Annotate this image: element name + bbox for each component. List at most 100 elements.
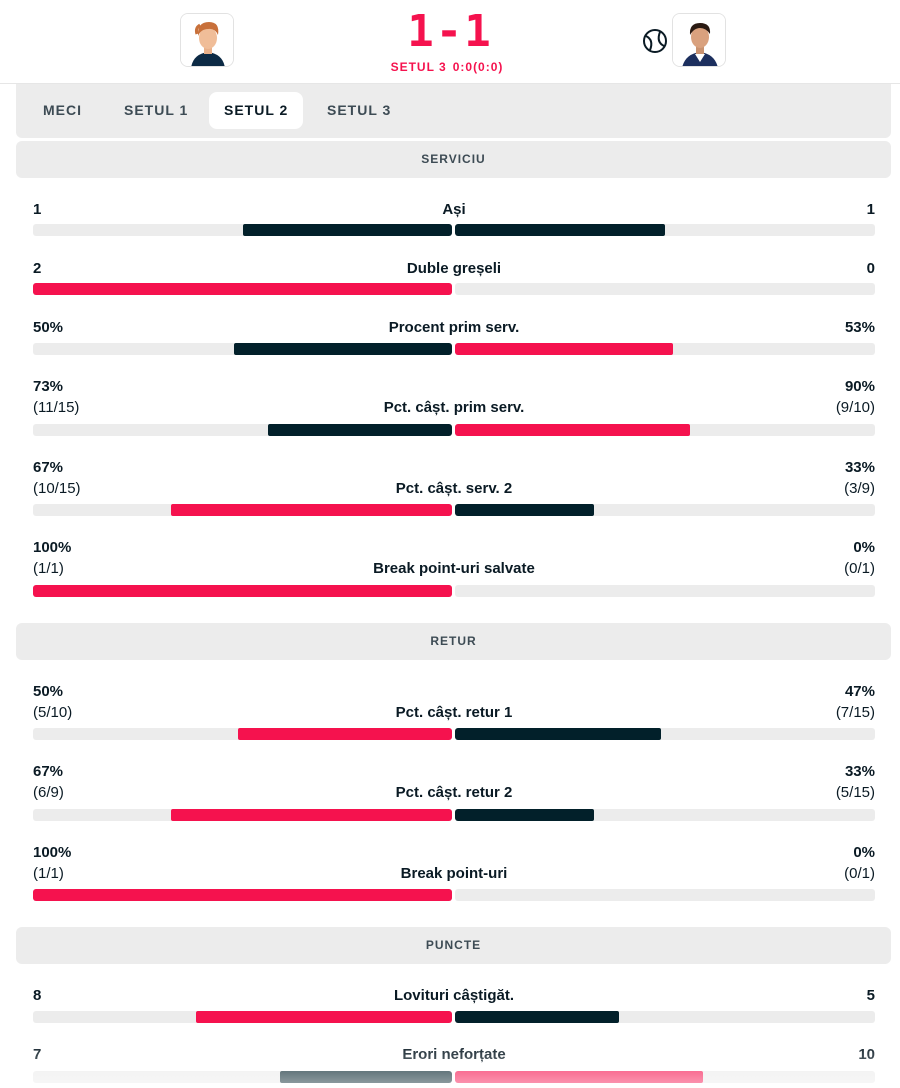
stat-left-bar xyxy=(33,283,452,295)
stat-right-bar xyxy=(455,1011,619,1023)
stat-left-detail: (11/15) xyxy=(33,399,80,416)
stat-right-track xyxy=(455,1071,875,1083)
stat-left-value: 100% xyxy=(33,844,72,861)
stat-right-detail: (0/1) xyxy=(844,560,875,577)
stat-right-value: 33% xyxy=(844,763,875,780)
stat-row-pct-cast-serv-2: 67% 33% (10/15) Pct. câșt. serv. 2 (3/9) xyxy=(33,458,875,518)
stat-left-value: 1 xyxy=(33,201,42,218)
stat-left-value: 50% xyxy=(33,319,64,336)
stat-right-track xyxy=(455,424,875,436)
stat-left-bar xyxy=(171,504,452,516)
stat-row-pct-cast-prim-serv: 73% 90% (11/15) Pct. câșt. prim serv. (9… xyxy=(33,377,875,437)
stat-left-bar xyxy=(238,728,452,740)
stat-left-track xyxy=(33,1011,452,1023)
stat-left-track xyxy=(33,728,452,740)
stat-right-detail: (5/15) xyxy=(835,784,875,801)
stat-left-bar xyxy=(196,1011,452,1023)
stat-label: Ași xyxy=(442,201,466,218)
stat-left-detail: (6/9) xyxy=(33,784,64,801)
stat-label: Erori neforțate xyxy=(402,1046,506,1063)
stat-right-track xyxy=(455,728,875,740)
section-retur: RETUR xyxy=(16,623,891,660)
stat-left-track xyxy=(33,283,452,295)
stat-left-bar xyxy=(33,889,452,901)
stat-label: Break point-uri salvate xyxy=(373,560,535,577)
stat-row-pct-cast-retur-1: 50% 47% (5/10) Pct. câșt. retur 1 (7/15) xyxy=(33,682,875,742)
stat-left-track xyxy=(33,1071,452,1083)
stat-right-detail: (0/1) xyxy=(844,865,875,882)
stat-left-value: 100% xyxy=(33,539,72,556)
stat-left-bar xyxy=(234,343,452,355)
stat-right-track xyxy=(455,224,875,236)
match-score: 1-1 xyxy=(407,6,493,57)
tab-meci[interactable]: MECI xyxy=(43,102,82,118)
tennis-ball-icon xyxy=(643,29,667,53)
stat-right-bar xyxy=(455,343,674,355)
stat-right-track xyxy=(455,283,875,295)
stat-left-track xyxy=(33,889,452,901)
stat-right-value: 10 xyxy=(858,1046,875,1063)
stat-row-asi: 1 Ași 1 xyxy=(33,200,875,240)
stat-label: Pct. câșt. serv. 2 xyxy=(395,480,513,497)
stat-right-bar xyxy=(455,224,665,236)
player-2-avatar[interactable] xyxy=(672,13,726,67)
stat-right-track xyxy=(455,504,875,516)
stat-label: Procent prim serv. xyxy=(388,319,520,336)
current-set-score: 0:0(0:0) xyxy=(452,60,504,74)
stat-right-value: 5 xyxy=(866,987,875,1004)
stat-left-value: 73% xyxy=(33,378,64,395)
stat-row-duble-greseli: 2 Duble greșeli 0 xyxy=(33,259,875,299)
stat-left-bar xyxy=(280,1071,452,1083)
stat-left-bar xyxy=(242,224,452,236)
stat-left-bar xyxy=(267,424,452,436)
stat-row-break-point-uri-salvate: 100% 0% (1/1) Break point-uri salvate (0… xyxy=(33,538,875,598)
tab-setul-2[interactable]: SETUL 2 xyxy=(209,92,304,129)
stat-right-track xyxy=(455,585,875,597)
section-puncte: PUNCTE xyxy=(16,927,891,964)
stat-right-value: 1 xyxy=(866,201,875,218)
stat-right-value: 53% xyxy=(844,319,875,336)
section-serviciu: SERVICIU xyxy=(16,141,891,178)
stat-left-detail: (1/1) xyxy=(33,865,64,882)
stat-row-procent-prim-serv: 50% Procent prim serv. 53% xyxy=(33,318,875,358)
stat-right-value: 0 xyxy=(866,260,875,277)
stat-label: Break point-uri xyxy=(400,865,508,882)
player-2-photo-icon xyxy=(673,14,725,66)
stat-left-track xyxy=(33,585,452,597)
stat-left-value: 2 xyxy=(33,260,42,277)
stat-right-detail: (3/9) xyxy=(844,480,875,497)
current-set-label: SETUL 3 xyxy=(390,60,447,74)
stat-right-value: 47% xyxy=(844,683,875,700)
stat-right-track xyxy=(455,889,875,901)
player-1-avatar[interactable] xyxy=(180,13,234,67)
stat-label: Pct. câșt. retur 2 xyxy=(395,784,513,801)
stat-right-bar xyxy=(455,728,661,740)
stat-right-track xyxy=(455,1011,875,1023)
stat-right-track xyxy=(455,343,875,355)
stat-left-value: 67% xyxy=(33,763,64,780)
stat-right-track xyxy=(455,809,875,821)
stat-label: Pct. câșt. prim serv. xyxy=(383,399,525,416)
stat-left-value: 8 xyxy=(33,987,42,1004)
tab-setul-1[interactable]: SETUL 1 xyxy=(124,102,189,118)
current-set-status: SETUL 3 0:0(0:0) xyxy=(350,60,550,74)
stat-left-detail: (10/15) xyxy=(33,480,81,497)
stat-left-detail: (5/10) xyxy=(33,704,73,721)
player-1-photo-icon xyxy=(181,14,233,66)
stat-label: Pct. câșt. retur 1 xyxy=(395,704,513,721)
stat-left-track xyxy=(33,343,452,355)
stat-right-bar xyxy=(455,504,594,516)
stat-right-bar xyxy=(455,424,691,436)
stat-right-value: 33% xyxy=(844,459,875,476)
stat-right-detail: (9/10) xyxy=(835,399,875,416)
tab-setul-3[interactable]: SETUL 3 xyxy=(327,102,392,118)
stat-left-track xyxy=(33,224,452,236)
stat-left-value: 67% xyxy=(33,459,64,476)
stat-right-value: 0% xyxy=(853,844,875,861)
stat-label: Lovituri câștigăt. xyxy=(393,987,515,1004)
stat-row-erori-nefortate: 7 Erori neforțate 10 xyxy=(33,1045,875,1085)
stat-left-bar xyxy=(171,809,452,821)
stat-left-track xyxy=(33,504,452,516)
stat-left-bar xyxy=(33,585,452,597)
stat-right-value: 0% xyxy=(853,539,875,556)
